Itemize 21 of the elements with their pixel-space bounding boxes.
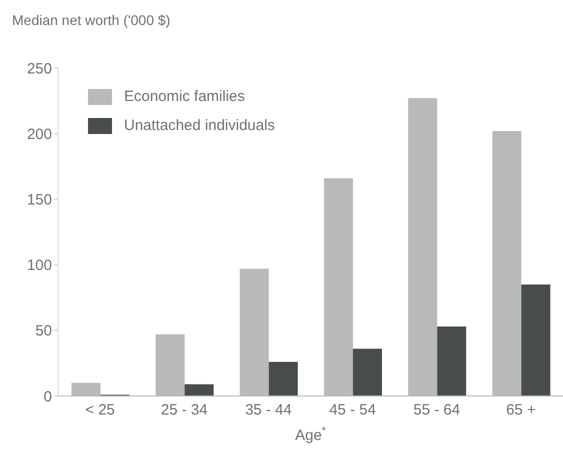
y-tick-label: 250 (26, 60, 52, 78)
y-tick-label: 150 (26, 192, 52, 209)
x-tick-label: 55 - 64 (413, 402, 460, 419)
x-tick-label: 45 - 54 (329, 402, 376, 419)
legend-label: Economic families (124, 88, 245, 105)
legend-label: Unattached individuals (124, 117, 275, 134)
x-axis-title: Age$^{*}$ (295, 425, 326, 444)
y-tick-label: 200 (26, 126, 52, 143)
bar (352, 348, 382, 396)
bar (521, 284, 550, 396)
x-tick-label: 25 - 34 (160, 402, 208, 419)
y-tick-label: 0 (44, 388, 52, 406)
x-tick-label: 65 + (506, 402, 536, 419)
chart-title: Median net worth ('000 $) (12, 12, 170, 28)
y-tick-label: 100 (26, 257, 52, 274)
x-tick-label: < 25 (85, 402, 115, 419)
bar (268, 362, 298, 396)
bar (184, 384, 214, 396)
x-tick-label: 35 - 44 (245, 402, 292, 419)
bar (437, 326, 466, 396)
y-tick-label: 50 (35, 322, 52, 340)
